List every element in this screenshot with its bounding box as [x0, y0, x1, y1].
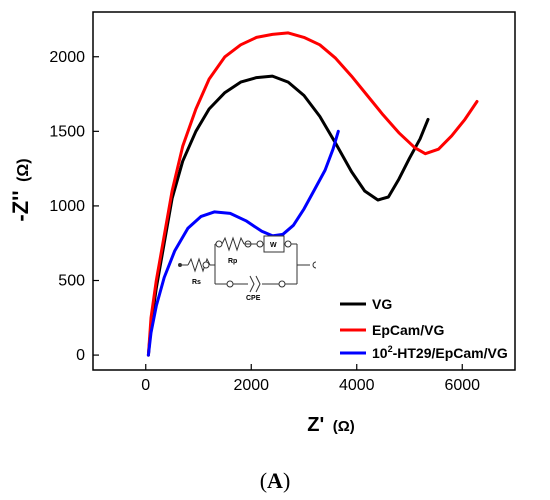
- series-lines: [146, 31, 479, 357]
- y-tick-label: 2000: [49, 49, 85, 66]
- y-tick-label: 1000: [49, 198, 85, 215]
- inset-label-rs: Rs: [192, 279, 201, 286]
- cpe-element-icon: [249, 275, 261, 293]
- legend-label-ht29: 102-HT29/EpCam/VG: [372, 344, 508, 361]
- plot-frame: [92, 11, 516, 371]
- y-axis-title: -Z'' (Ω): [8, 158, 33, 221]
- y-axis-title-name: -Z'': [8, 190, 33, 221]
- x-axis-ticks: 0 2000 4000 6000: [141, 364, 480, 394]
- x-axis-title: Z' (Ω): [307, 414, 354, 436]
- legend-label-vg: VG: [372, 296, 392, 312]
- x-axis-title-name: Z': [307, 414, 324, 436]
- inset-label-cpe: CPE: [246, 295, 261, 302]
- x-tick-label: 6000: [444, 377, 480, 394]
- y-axis-ticks: 0 500 1000 1500 2000: [49, 49, 99, 364]
- inset-label-w: W: [270, 242, 277, 249]
- inset-circuit: [178, 235, 317, 293]
- y-tick-label: 500: [58, 273, 85, 290]
- x-tick-label: 0: [141, 377, 150, 394]
- y-tick-label: 1500: [49, 123, 85, 140]
- rp-resistor-icon: [221, 236, 245, 252]
- legend-label-epcam-vg: EpCam/VG: [372, 322, 444, 338]
- y-tick-label: 0: [76, 347, 85, 364]
- series-line-1: [146, 31, 479, 357]
- inset-label-rp: Rp: [228, 258, 237, 265]
- rs-resistor-icon: [187, 257, 211, 273]
- panel-label: (A): [260, 468, 291, 493]
- legend: VG EpCam/VG 102-HT29/EpCam/VG: [340, 296, 508, 361]
- y-axis-title-unit: (Ω): [15, 158, 32, 181]
- series-line-2: [146, 129, 340, 357]
- x-tick-label: 4000: [339, 377, 375, 394]
- x-tick-label: 2000: [233, 377, 269, 394]
- x-axis-title-unit: (Ω): [333, 418, 355, 435]
